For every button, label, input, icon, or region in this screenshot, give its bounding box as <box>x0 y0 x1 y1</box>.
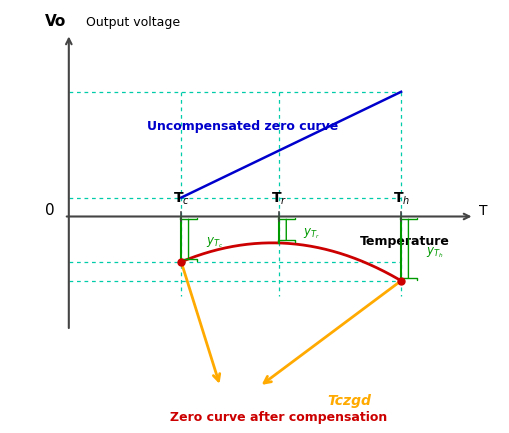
Text: Tczgd: Tczgd <box>328 394 372 408</box>
Text: T: T <box>479 204 488 218</box>
Text: Uncompensated zero curve: Uncompensated zero curve <box>147 120 338 132</box>
Text: Zero curve after compensation: Zero curve after compensation <box>171 410 387 423</box>
Text: T$_r$: T$_r$ <box>271 191 287 207</box>
Text: Temperature: Temperature <box>360 236 450 249</box>
Text: $y_{T_r}$: $y_{T_r}$ <box>303 226 320 241</box>
Text: Vo: Vo <box>45 14 66 29</box>
Text: $y_{T_c}$: $y_{T_c}$ <box>206 236 223 250</box>
Text: Output voltage: Output voltage <box>86 16 180 29</box>
Text: $y_{T_h}$: $y_{T_h}$ <box>426 245 443 260</box>
Text: 0: 0 <box>44 204 54 218</box>
Text: T$_c$: T$_c$ <box>173 191 190 207</box>
Text: T$_h$: T$_h$ <box>392 191 410 207</box>
